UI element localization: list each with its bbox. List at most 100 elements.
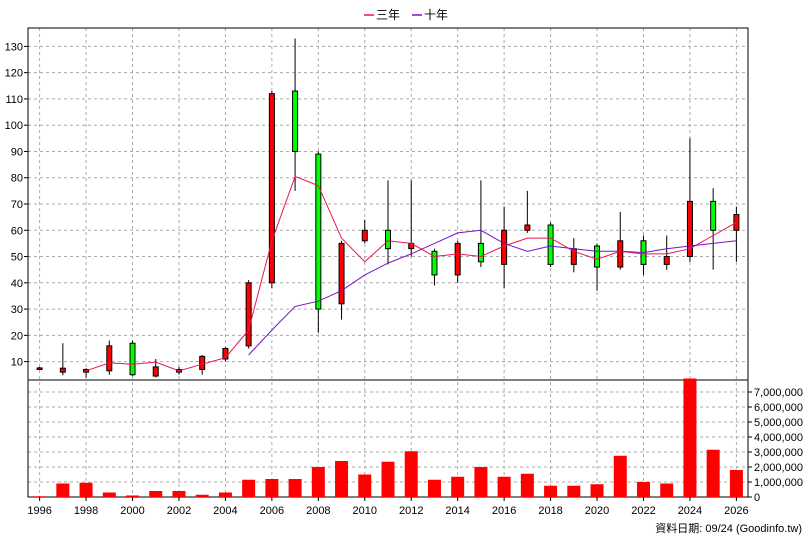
volume-tick-label: 2,000,000 [754,462,803,474]
volume-bar [218,492,232,497]
moving-average-lines [85,175,737,372]
candle-body [292,90,299,152]
volume-bar [706,449,720,497]
legend: 三年 十年 [364,8,448,22]
price-tick-label: 90 [11,146,23,158]
candle-body [547,224,554,265]
candle-body [83,368,90,373]
x-tick-label: 2004 [213,505,237,517]
x-tick-label: 2002 [167,505,191,517]
volume-bar [79,482,93,497]
price-tick-label: 80 [11,173,23,185]
volume-tick-label: 7,000,000 [754,387,803,399]
price-tick-label: 30 [11,304,23,316]
candle-body [361,229,368,242]
series-line [248,229,737,356]
volume-bar [172,491,186,497]
volume-bar [660,483,674,497]
price-tick-label: 40 [11,278,23,290]
volume-tick-label: 6,000,000 [754,402,803,414]
volume-bar [497,476,511,497]
x-tick-label: 2010 [353,505,377,517]
volume-bar [683,378,697,497]
price-tick-label: 70 [11,199,23,211]
x-tick-label: 1996 [27,505,51,517]
price-tick-label: 130 [5,41,23,53]
candle-body [59,367,66,373]
candle-body [524,224,531,231]
x-tick-label: 2026 [724,505,748,517]
volume-bar [451,476,465,497]
volume-bar [567,485,581,497]
candlesticks [36,38,740,378]
volume-bar [358,474,372,497]
candle-body [594,245,601,268]
volume-bar [265,479,279,497]
volume-bar [613,455,627,497]
candle-body [477,242,484,263]
candle-body [617,240,624,268]
x-tick-label: 1998 [74,505,98,517]
price-tick-label: 120 [5,68,23,80]
candle-body [431,250,438,276]
volume-bar [195,494,209,497]
volume-bar [102,492,116,497]
candle-body [501,229,508,265]
x-tick-label: 2000 [120,505,144,517]
volume-bars [33,378,743,497]
candle-body [315,153,322,310]
volume-tick-label: 0 [754,492,760,504]
price-tick-label: 50 [11,252,23,264]
volume-tick-label: 5,000,000 [754,417,803,429]
price-axis: 10 20 30 40 50 60 70 80 90 100 110 120 130 [5,41,28,369]
x-tick-label: 2020 [585,505,609,517]
footer-source: 資料日期: 09/24 (Goodinfo.tw) [655,521,802,535]
x-axis: 1996 1998 2000 2002 2004 2006 2008 2010 2012 2014… [27,497,749,517]
candle-body [129,342,136,376]
price-tick-label: 10 [11,357,23,369]
candle-body [663,256,670,265]
volume-bar [56,483,70,497]
x-tick-label: 2008 [306,505,330,517]
volume-bar [404,451,418,497]
candle-body [385,229,391,250]
volume-tick-label: 1,000,000 [754,477,803,489]
volume-bar [149,491,163,497]
price-tick-label: 100 [5,120,23,132]
volume-bar [242,479,256,497]
candle-body [454,242,461,276]
volume-bar [126,495,140,497]
volume-bar [474,467,488,497]
candle-body [36,367,43,370]
candle-body [199,355,206,370]
volume-bar [288,479,302,497]
x-tick-label: 2006 [260,505,284,517]
volume-tick-label: 4,000,000 [754,432,803,444]
volume-bar [33,496,47,497]
volume-bar [427,479,441,497]
candle-body [710,200,717,231]
volume-bar [335,461,349,497]
candle-body [338,242,345,305]
volume-bar [729,470,743,497]
x-tick-label: 2014 [445,505,469,517]
candle-body [268,93,275,284]
price-tick-label: 110 [5,94,23,106]
volume-bar [381,461,395,497]
x-tick-label: 2012 [399,505,423,517]
volume-bar [590,484,604,497]
volume-bar [520,473,534,497]
legend-label: 三年 [376,8,400,22]
volume-axis: 0 1,000,000 2,000,000 3,000,000 4,000,000 5,0… [748,387,803,504]
volume-bar [544,485,558,497]
candle-body [245,282,252,347]
price-tick-label: 20 [11,330,23,342]
candle-body [222,347,229,360]
x-tick-label: 2018 [538,505,562,517]
candle-body [686,200,693,258]
legend-label: 十年 [424,8,448,22]
x-tick-label: 2016 [492,505,516,517]
candle-body [106,345,113,372]
x-tick-label: 2024 [678,505,702,517]
